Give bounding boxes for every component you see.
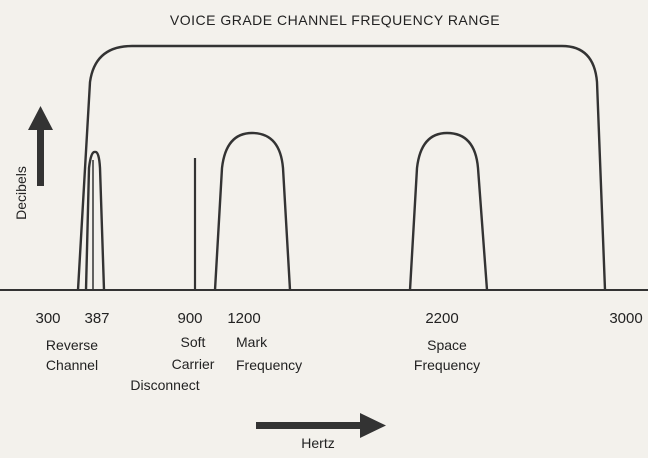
caption: Frequency [414, 357, 480, 373]
caption: Disconnect [130, 377, 199, 393]
x-axis-arrow [256, 413, 386, 438]
caption: Reverse [46, 337, 98, 353]
y-axis-arrow [28, 106, 53, 186]
space-band [408, 131, 489, 291]
caption: Channel [46, 357, 98, 373]
caption: Space [427, 337, 467, 353]
mark-band [213, 131, 292, 291]
channel-envelope [76, 44, 607, 291]
reverse-channel-band [84, 150, 106, 291]
y-axis-label: Decibels [13, 166, 29, 220]
x-axis-label: Hertz [301, 435, 334, 451]
frequency-label: 300 [35, 310, 60, 327]
frequency-label: 2200 [425, 310, 458, 327]
frequency-label: 387 [84, 310, 109, 327]
caption: Mark [236, 334, 268, 350]
caption: Carrier [172, 356, 215, 372]
title: VOICE GRADE CHANNEL FREQUENCY RANGE [170, 12, 500, 28]
caption: Soft [181, 334, 206, 350]
caption: Frequency [236, 357, 302, 373]
frequency-label: 1200 [227, 310, 260, 327]
frequency-label: 3000 [609, 310, 642, 327]
frequency-label: 900 [177, 310, 202, 327]
